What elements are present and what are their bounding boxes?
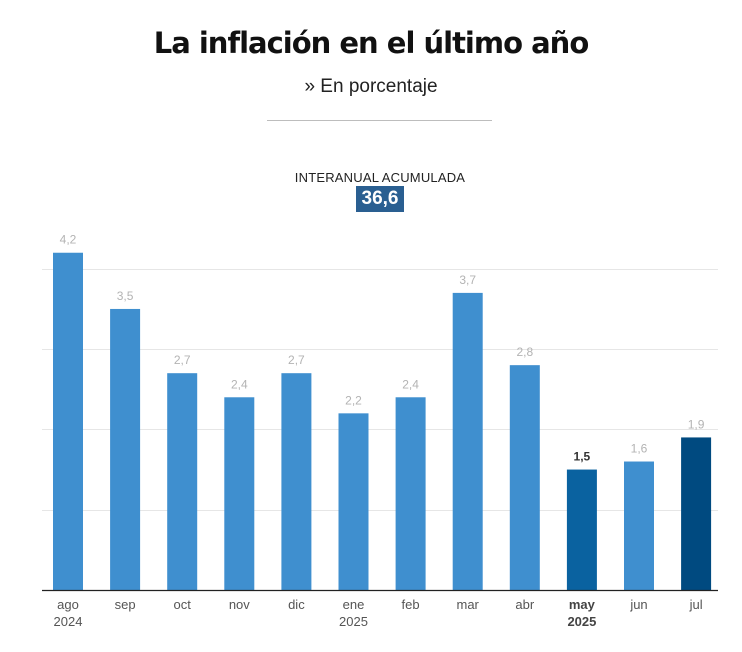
chart-subtitle: » En porcentaje (304, 76, 438, 97)
value-label-mar: 3,7 (459, 273, 476, 287)
year-label-ene: 2025 (339, 614, 368, 629)
category-label-oct: oct (174, 597, 192, 612)
title-divider (267, 120, 492, 121)
category-label-mar: mar (457, 597, 480, 612)
value-label-nov: 2,4 (231, 377, 248, 391)
category-label-abr: abr (515, 597, 534, 612)
category-label-ene: ene (343, 597, 365, 612)
value-label-dic: 2,7 (288, 353, 305, 367)
bar-ene (338, 413, 369, 590)
chart-title: La inflación en el último año (153, 26, 590, 60)
bar-abr (509, 365, 540, 590)
bar-nov (224, 397, 255, 590)
year-label-may: 2025 (567, 614, 596, 629)
year-label-ago: 2024 (54, 614, 83, 629)
category-label-ago: ago (57, 597, 79, 612)
category-label-feb: feb (402, 597, 420, 612)
bar-dic (281, 373, 312, 590)
callout-value-badge: 36,6 (356, 186, 404, 212)
category-label-jun: jun (629, 597, 647, 612)
bar-feb (395, 397, 426, 590)
category-label-sep: sep (115, 597, 136, 612)
bar-sep (110, 308, 141, 590)
category-label-nov: nov (229, 597, 250, 612)
category-label-may: may (569, 597, 596, 612)
bar-oct (167, 373, 198, 590)
value-label-ago: 4,2 (60, 233, 77, 247)
value-label-may: 1,5 (574, 450, 591, 464)
value-label-abr: 2,8 (516, 345, 533, 359)
bar-jun (624, 461, 654, 590)
value-label-feb: 2,4 (402, 377, 419, 391)
value-label-ene: 2,2 (345, 393, 362, 407)
value-label-oct: 2,7 (174, 353, 191, 367)
bar-ago (53, 252, 83, 591)
value-label-sep: 3,5 (117, 289, 134, 303)
value-label-jun: 1,6 (631, 442, 648, 456)
category-label-dic: dic (288, 597, 305, 612)
callout-label: INTERANUAL ACUMULADA (294, 170, 466, 185)
bar-jul (681, 437, 712, 590)
value-label-jul: 1,9 (688, 417, 705, 431)
bar-mar (452, 292, 483, 590)
category-label-jul: jul (689, 597, 703, 612)
bar-may (566, 469, 597, 590)
